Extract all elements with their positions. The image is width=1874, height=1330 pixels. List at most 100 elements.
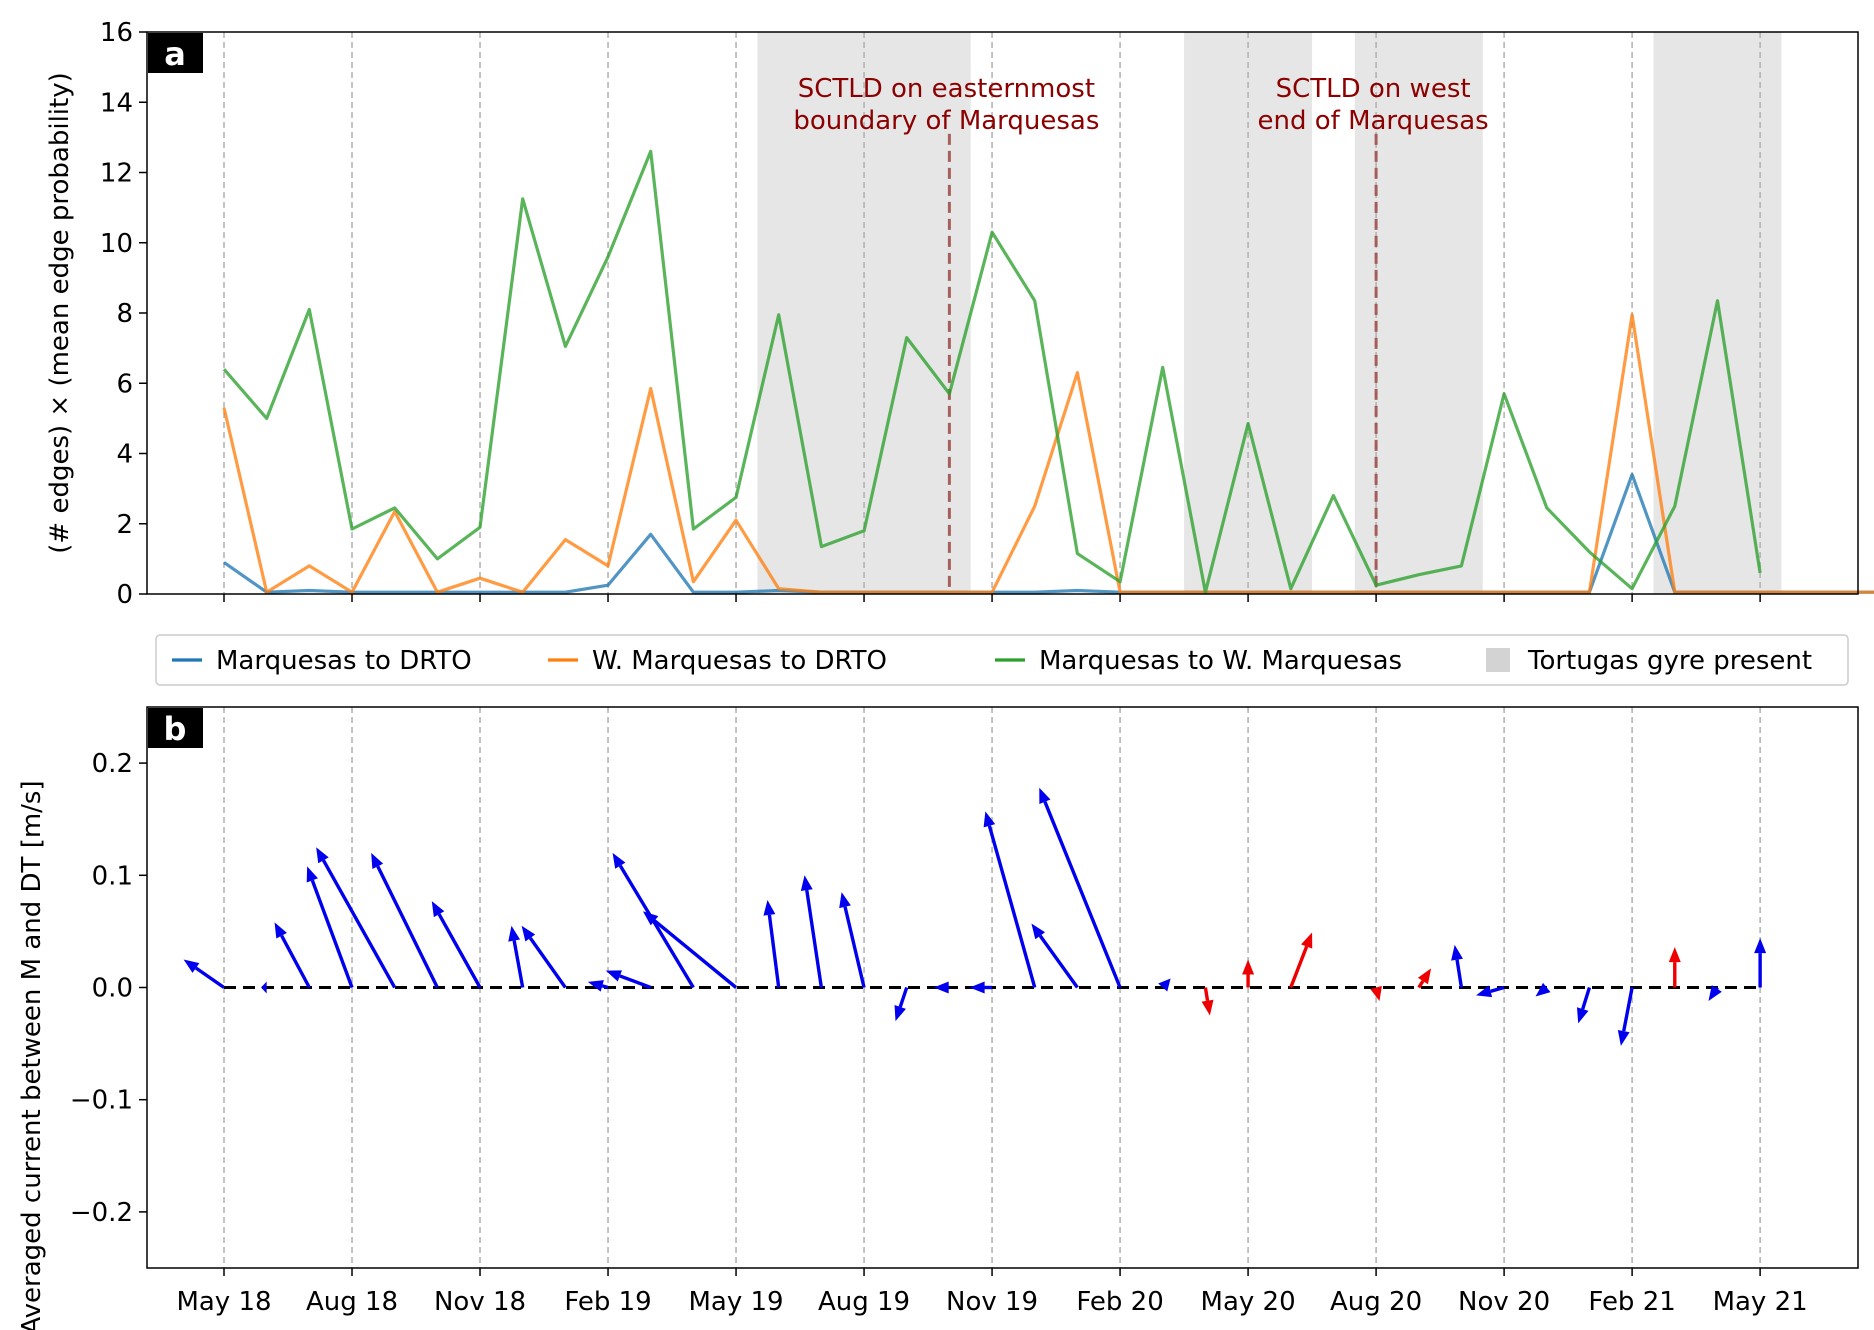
current-arrow-32	[1576, 986, 1592, 1024]
panel-b: −0.2 −0.1 0.0 0.1 0.2 May 18 Aug 18 Nov 18 Feb …	[17, 706, 1859, 1330]
arrow-shaft-14	[805, 889, 824, 988]
y-tick-label-a-1: 2	[116, 510, 133, 540]
arrow-shaft-4	[321, 859, 397, 989]
arrow-head-17	[933, 981, 949, 994]
arrow-head-15	[839, 892, 851, 909]
x-tick-label-11: Feb 21	[1588, 1287, 1675, 1317]
arrow-shaft-33	[1622, 987, 1634, 1032]
x-tick-label-6: Nov 19	[946, 1287, 1038, 1317]
arrow-head-0	[183, 959, 200, 973]
current-arrow-16	[894, 986, 909, 1022]
arrow-shaft-2	[280, 934, 311, 989]
current-arrow-7	[508, 925, 525, 988]
arrow-head-32	[1576, 1007, 1589, 1024]
arrow-head-30	[1476, 985, 1493, 998]
panel-b-label-box	[148, 708, 203, 748]
series-line-1	[222, 313, 1874, 594]
series-line-2	[222, 149, 1762, 594]
arrow-shaft-15	[843, 906, 866, 988]
current-arrow-3	[306, 866, 354, 989]
arrow-shaft-6	[437, 913, 482, 989]
current-arrow-31	[1535, 982, 1551, 997]
current-arrow-2	[274, 922, 311, 989]
x-tick-label-1: Aug 18	[306, 1287, 398, 1317]
arrow-shaft-13	[767, 914, 781, 988]
current-arrow-20	[1031, 923, 1079, 989]
arrow-shaft-12	[653, 919, 738, 989]
arrow-shaft-20	[1038, 934, 1079, 989]
y-tick-label-a-6: 12	[100, 159, 133, 189]
current-arrow-25	[1289, 932, 1313, 989]
arrow-shaft-9	[601, 984, 609, 990]
arrow-shaft-19	[987, 825, 1037, 988]
current-arrow-17	[933, 981, 950, 994]
arrow-shaft-0	[194, 966, 225, 989]
y-tick-label-a-7: 14	[100, 88, 133, 118]
x-ticks-a	[223, 594, 1761, 602]
y-tick-label-a-8: 16	[100, 18, 133, 48]
legend-swatch-3	[1486, 648, 1510, 672]
x-tick-label-4: May 19	[688, 1287, 783, 1317]
arrow-shaft-32	[1581, 986, 1592, 1010]
arrow-head-27	[1370, 986, 1382, 1001]
arrow-head-29	[1451, 944, 1463, 961]
current-arrow-22	[1158, 978, 1171, 992]
x-tick-label-9: Aug 20	[1330, 1287, 1422, 1317]
arrow-head-35	[1708, 985, 1722, 1001]
legend: Marquesas to DRTO W. Marquesas to DRTO Mar…	[155, 634, 1849, 686]
current-arrow-6	[431, 901, 482, 989]
arrow-head-36	[1754, 938, 1767, 954]
current-arrow-27	[1370, 986, 1382, 1001]
arrow-shaft-25	[1289, 945, 1309, 989]
arrow-shaft-29	[1455, 959, 1464, 988]
arrow-head-34	[1668, 947, 1681, 963]
y-axis-label-a: (# edges) × (mean edge probability)	[45, 72, 75, 553]
current-arrow-5	[371, 852, 439, 989]
arrow-shaft-28	[1417, 980, 1425, 989]
y-tick-label-a-0: 0	[116, 580, 133, 610]
y-tick-label-a-4: 8	[116, 299, 133, 329]
arrow-head-25	[1301, 932, 1313, 949]
arrow-head-10	[605, 970, 622, 982]
arrow-head-19	[983, 811, 996, 828]
arrow-head-28	[1417, 968, 1432, 985]
arrow-head-22	[1158, 978, 1171, 992]
x-tick-label-8: May 20	[1201, 1287, 1296, 1317]
current-arrow-11	[612, 852, 695, 989]
y-tick-label-b-4: 0.2	[92, 749, 133, 779]
current-arrow-19	[983, 811, 1037, 988]
arrow-head-5	[371, 852, 384, 869]
panel-a-label-box	[148, 33, 203, 73]
current-arrow-23	[1201, 987, 1214, 1016]
arrow-head-11	[612, 852, 626, 869]
current-arrow-34	[1668, 947, 1681, 988]
y-tick-label-b-1: −0.1	[70, 1086, 133, 1116]
legend-label-1: W. Marquesas to DRTO	[592, 646, 887, 676]
current-arrow-10	[605, 970, 652, 990]
arrow-head-7	[508, 925, 521, 942]
current-arrow-12	[642, 911, 738, 989]
current-arrow-35	[1708, 985, 1722, 1001]
arrow-shaft-5	[376, 865, 439, 989]
current-arrow-15	[839, 892, 866, 988]
arrow-shaft-35	[1715, 986, 1719, 990]
arrow-shaft-30	[1490, 985, 1505, 993]
panel-a-label: a	[164, 35, 186, 73]
x-tick-label-2: Nov 18	[434, 1287, 526, 1317]
arrow-shaft-7	[512, 940, 525, 988]
arrow-head-16	[894, 1005, 906, 1022]
current-arrow-21	[1039, 787, 1122, 989]
current-arrow-30	[1476, 985, 1505, 998]
x-tick-label-0: May 18	[176, 1287, 271, 1317]
current-arrow-1	[261, 981, 267, 994]
annotation-text-0-1: boundary of Marquesas	[793, 106, 1099, 136]
current-arrow-29	[1451, 944, 1464, 988]
legend-label-0: Marquesas to DRTO	[216, 646, 472, 676]
y-tick-label-a-3: 6	[116, 369, 133, 399]
arrow-head-8	[521, 925, 536, 942]
legend-label-2: Marquesas to W. Marquesas	[1039, 646, 1402, 676]
y-tick-label-b-0: −0.2	[70, 1198, 133, 1228]
arrow-shaft-3	[310, 879, 354, 989]
